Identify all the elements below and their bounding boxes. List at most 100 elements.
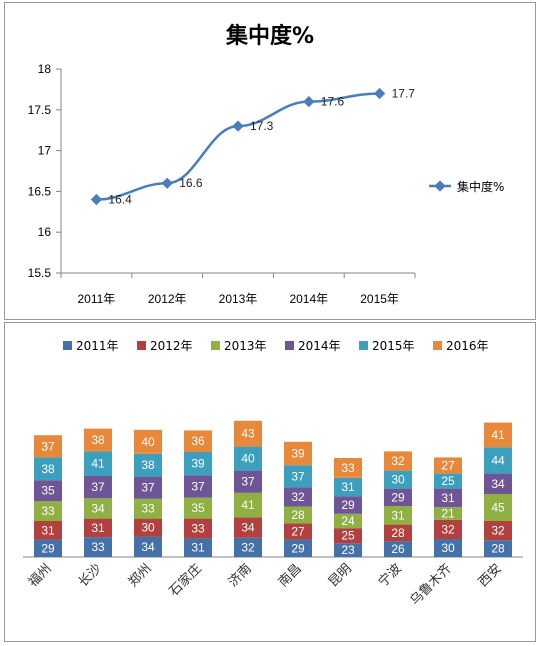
bar-value-label: 34 [91, 501, 105, 515]
bar-segment [284, 506, 312, 524]
y-tick-label: 17 [38, 144, 52, 158]
bar-segment [384, 524, 412, 542]
bar-value-label: 35 [191, 501, 205, 515]
bar-segment [334, 496, 362, 514]
bar-value-label: 33 [341, 461, 355, 475]
bar-segment [334, 513, 362, 529]
bar-value-label: 27 [291, 525, 305, 539]
bar-segment [434, 507, 462, 520]
bar-segment [34, 521, 62, 540]
category-label: 石家庄 [166, 561, 205, 600]
bar-segment [134, 498, 162, 519]
category-label: 长沙 [76, 561, 105, 590]
bar-segment [334, 458, 362, 478]
bar-segment [484, 540, 512, 557]
bar-segment [234, 470, 262, 493]
bar-value-label: 26 [391, 542, 405, 556]
bar-segment [384, 451, 412, 471]
bar-segment [384, 506, 412, 525]
bar-segment [284, 441, 312, 466]
bar-value-label: 32 [391, 454, 405, 468]
bar-segment [234, 492, 262, 518]
bar-value-label: 32 [291, 490, 305, 504]
bar-segment [34, 435, 62, 458]
line-legend: 集中度% [429, 179, 504, 194]
bar-series: 29 31 33 35 38 37 33 31 34 37 41 38 34 30 33 37 38 40 31 33… [34, 420, 512, 557]
bar-segment [484, 494, 512, 521]
bar-value-label: 41 [491, 428, 505, 442]
bar-value-label: 29 [341, 498, 355, 512]
bar-segment [234, 537, 262, 557]
bar-segment [34, 501, 62, 521]
bar-segment [334, 543, 362, 557]
stacked-bar-chart-panel: 2011年 2012年 2013年 2014年 2015年 2016年 29 31 33 35 3… [4, 322, 536, 642]
category-label: 乌鲁木齐 [407, 561, 455, 609]
bar-segment [284, 539, 312, 557]
legend-swatch [285, 341, 294, 350]
y-tick-label: 18 [38, 62, 52, 76]
bar-segment [134, 429, 162, 454]
line-chart-panel: 集中度% 15.5 16 16.5 17 17.5 18 2011年 2012年 2013年 20… [4, 2, 536, 320]
bar-value-label: 38 [91, 433, 105, 447]
data-label: 17.3 [250, 119, 274, 133]
bar-category-labels: 福州 长沙 郑州 石家庄 济南 南昌 昆明 宁波 乌鲁木齐 西安 [26, 561, 505, 609]
bar-segment [384, 488, 412, 506]
bar-value-label: 41 [241, 498, 255, 512]
bar-segment [34, 457, 62, 481]
data-point [90, 193, 103, 206]
bar-value-label: 36 [191, 434, 205, 448]
bar-value-label: 37 [241, 475, 255, 489]
bar-value-label: 31 [341, 480, 355, 494]
bar-value-label: 34 [241, 521, 255, 535]
bar-value-label: 40 [141, 435, 155, 449]
bar-segment [84, 428, 112, 452]
bar-segment [84, 451, 112, 476]
bar-value-label: 29 [391, 490, 405, 504]
bar-segment [134, 453, 162, 477]
line-tick-labels: 15.5 16 16.5 17 17.5 18 2011年 2012年 2013年 2014年 20… [28, 62, 399, 306]
bar-value-label: 27 [441, 459, 455, 473]
bar-segment [434, 457, 462, 474]
bar-value-label: 32 [241, 540, 255, 554]
bar-value-label: 31 [441, 491, 455, 505]
legend-marker [434, 180, 446, 192]
x-tick-label: 2012年 [148, 292, 187, 306]
legend-label: 2012年 [150, 339, 193, 353]
bar-segment [134, 518, 162, 537]
data-label: 16.4 [108, 193, 132, 207]
bar-value-label: 30 [391, 473, 405, 487]
bar-segment [84, 518, 112, 538]
bar-value-label: 31 [391, 508, 405, 522]
bar-segment [384, 470, 412, 489]
legend-label: 2014年 [298, 339, 341, 353]
legend-swatch [433, 341, 442, 350]
bar-value-label: 39 [291, 447, 305, 461]
bar-value-label: 45 [491, 501, 505, 515]
line-series: 16.4 16.6 17.3 17.6 17.7 [90, 86, 415, 207]
bar-value-label: 31 [91, 521, 105, 535]
legend-swatch [137, 341, 146, 350]
bar-value-label: 37 [191, 480, 205, 494]
bar-value-label: 37 [291, 469, 305, 483]
bar-segment [484, 521, 512, 541]
bar-value-label: 37 [41, 439, 55, 453]
bar-segment [134, 536, 162, 557]
bar-value-label: 35 [41, 484, 55, 498]
data-point [303, 95, 315, 108]
bar-value-label: 32 [491, 524, 505, 538]
bar-segment [84, 537, 112, 557]
legend-swatch [63, 341, 72, 350]
data-point [232, 120, 244, 132]
legend-label: 2016年 [446, 339, 489, 353]
bar-value-label: 31 [41, 523, 55, 537]
bar-value-label: 25 [441, 474, 455, 488]
bar-segment [234, 446, 262, 471]
bar-segment [184, 430, 212, 452]
data-label: 17.6 [321, 95, 345, 109]
bar-value-label: 33 [91, 540, 105, 554]
x-tick-label: 2014年 [289, 292, 328, 306]
bar-segment [184, 538, 212, 557]
bar-value-label: 25 [341, 529, 355, 543]
category-label: 南昌 [275, 561, 305, 591]
bar-segment [184, 475, 212, 498]
